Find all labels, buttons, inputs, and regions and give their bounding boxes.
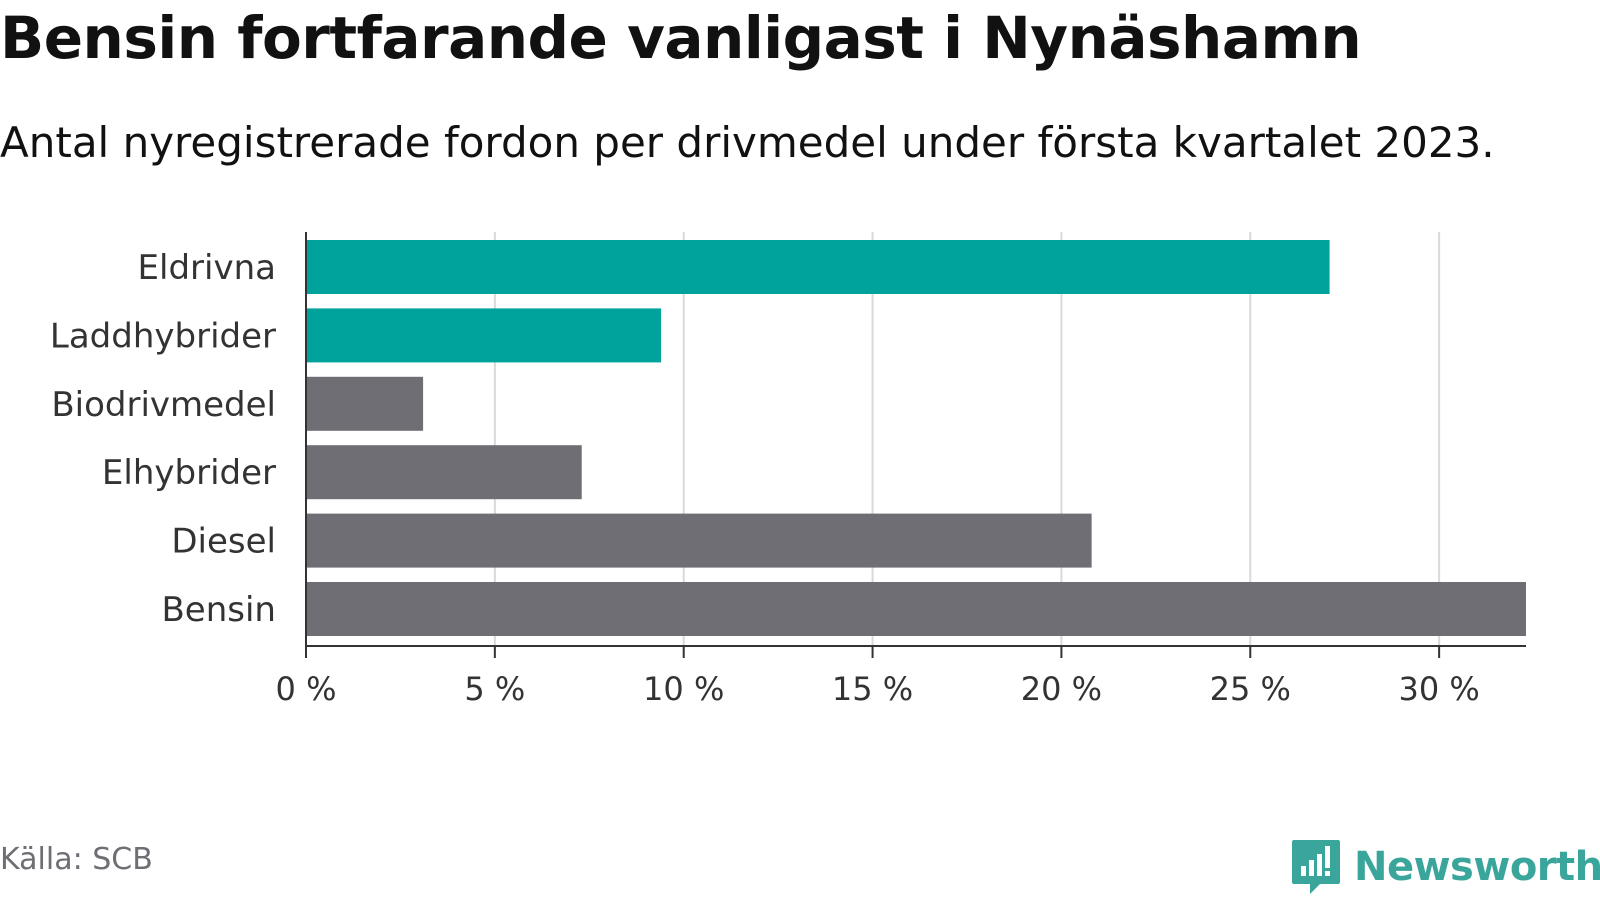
brand-name: Newsworthy [1354,844,1600,890]
x-tick-label: 0 % [276,670,337,708]
bar [306,513,1092,568]
chart-subtitle: Antal nyregistrerade fordon per drivmede… [0,118,1495,167]
brand-logo: Newsworthy [1290,838,1600,896]
x-tick-label: 20 % [1021,670,1102,708]
x-tick-label: 30 % [1398,670,1479,708]
category-label: Elhybrider [102,453,276,493]
x-tick-label: 15 % [832,670,913,708]
source-note: Källa: SCB [0,842,153,877]
category-label: Biodrivmedel [51,385,276,425]
x-tick-label: 25 % [1210,670,1291,708]
category-label: Diesel [171,522,276,562]
category-label: Bensin [161,590,276,630]
x-tick-label: 10 % [643,670,724,708]
x-tick-label: 5 % [464,670,525,708]
newsworthy-logo-icon [1292,840,1340,894]
bar [306,240,1330,294]
bar [306,445,582,500]
chart-title: Bensin fortfarande vanligast i Nynäshamn [0,4,1362,72]
category-label: Laddhybrider [50,316,276,356]
bar [306,582,1526,636]
category-label: Eldrivna [138,248,276,288]
bar [306,376,424,431]
bar [306,308,662,363]
